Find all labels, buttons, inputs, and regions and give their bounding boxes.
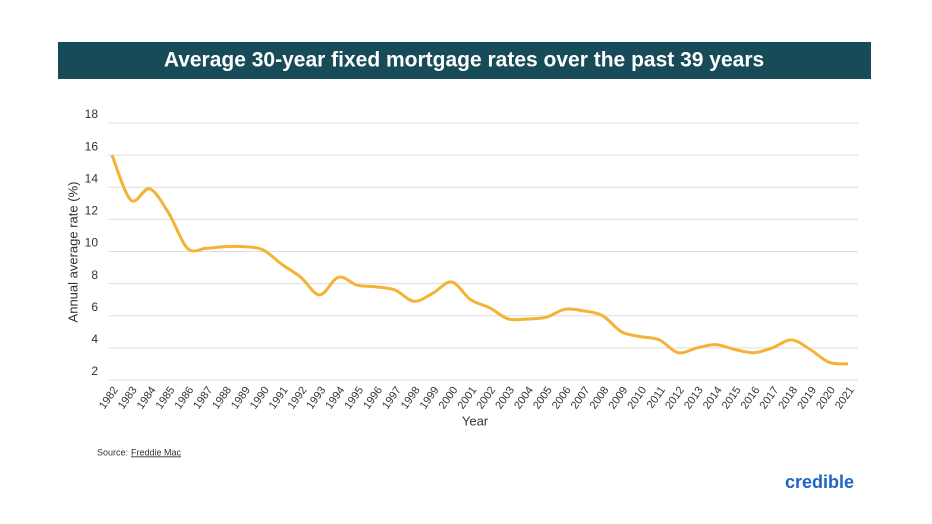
x-tick-label: 1997 xyxy=(380,385,404,412)
x-tick-label: 2016 xyxy=(739,385,763,412)
x-tick-label: 2001 xyxy=(456,385,480,412)
x-tick-label: 2010 xyxy=(625,385,649,412)
x-tick-label: 2014 xyxy=(701,385,725,412)
x-tick-label: 1986 xyxy=(172,385,196,412)
logo: credible xyxy=(785,472,854,492)
x-tick-label: 2005 xyxy=(531,385,555,412)
x-tick-label: 2000 xyxy=(437,385,461,412)
y-tick-label: 18 xyxy=(85,107,99,121)
x-tick-label: 2017 xyxy=(757,385,781,412)
x-tick-label: 2006 xyxy=(550,385,574,412)
x-tick-label: 2007 xyxy=(569,385,593,412)
x-tick-label: 2020 xyxy=(814,385,838,412)
y-tick-label: 4 xyxy=(91,332,98,346)
x-tick-label: 1985 xyxy=(154,385,178,412)
chart-title: Average 30-year fixed mortgage rates ove… xyxy=(164,49,764,72)
y-tick-label: 6 xyxy=(91,300,98,314)
x-tick-label: 1990 xyxy=(248,385,272,412)
x-tick-label: 2021 xyxy=(833,385,857,412)
y-tick-label: 8 xyxy=(91,268,98,282)
source[interactable]: Freddie Mac xyxy=(131,447,182,457)
x-tick-label: 1987 xyxy=(191,385,215,412)
data-line xyxy=(110,154,849,366)
x-tick-label: 1982 xyxy=(97,385,121,412)
x-tick-label: 1996 xyxy=(361,385,385,412)
x-tick-label: 2012 xyxy=(663,385,687,412)
x-tick-label: 2002 xyxy=(474,385,498,412)
x-tick-label: 2009 xyxy=(607,385,631,412)
x-tick-label: 2003 xyxy=(493,385,517,412)
x-tick-label: 2019 xyxy=(795,385,819,412)
y-tick-label: 14 xyxy=(85,171,99,185)
source-label: Source: xyxy=(97,447,128,457)
x-tick-label: 1998 xyxy=(399,385,423,412)
x-tick-label: 2018 xyxy=(776,385,800,412)
x-tick-label: 1995 xyxy=(342,385,366,412)
x-tick-label: 1992 xyxy=(286,385,310,412)
y-tick-label: 16 xyxy=(85,139,99,153)
x-tick-label: 1983 xyxy=(116,385,140,412)
x-tick-label: 1999 xyxy=(418,385,442,412)
x-tick-label: 2013 xyxy=(682,385,706,412)
y-tick-label: 10 xyxy=(85,236,99,250)
x-tick-label: 1993 xyxy=(305,385,329,412)
x-tick-label: 1988 xyxy=(210,385,234,412)
x-axis-label: Year xyxy=(462,413,489,428)
x-tick-label: 1994 xyxy=(323,385,347,412)
title-bar xyxy=(58,42,871,79)
x-tick-label: 2011 xyxy=(645,385,668,411)
x-tick-label: 2004 xyxy=(512,385,536,412)
y-axis-label: Annual average rate (%) xyxy=(65,182,80,323)
x-tick-label: 1991 xyxy=(267,385,291,412)
x-tick-label: 1989 xyxy=(229,385,253,412)
x-tick-label: 1984 xyxy=(135,385,159,412)
y-tick-label: 12 xyxy=(85,204,99,218)
x-tick-label: 2015 xyxy=(720,385,744,412)
y-tick-label: 2 xyxy=(91,364,98,378)
x-tick-label: 2008 xyxy=(588,385,612,412)
